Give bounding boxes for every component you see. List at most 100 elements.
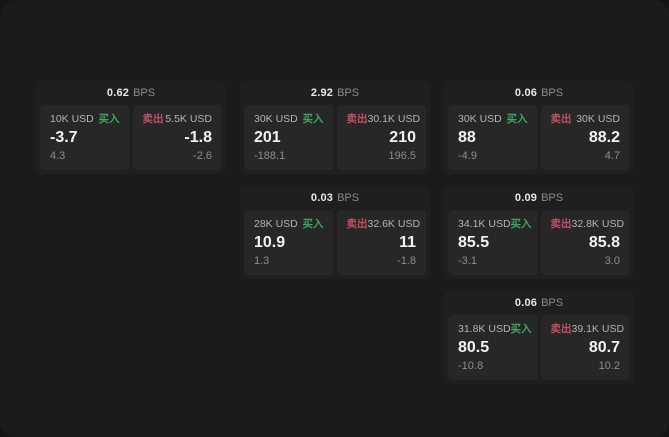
sell-delta: -1.8 <box>397 255 416 267</box>
buy-price: -3.7 <box>50 129 78 146</box>
sell-amount: 30K USD <box>576 113 620 125</box>
buy-panel[interactable]: 31.8K USD 买入 80.5 -10.8 <box>448 315 538 380</box>
buy-delta: -4.9 <box>458 150 477 162</box>
sell-price: 11 <box>399 234 416 251</box>
buy-price: 85.5 <box>458 234 490 251</box>
spread-header: 0.06 BPS <box>448 81 630 105</box>
buy-delta: -10.8 <box>458 360 484 372</box>
quote-card[interactable]: 0.62 BPS 10K USD 买入 -3.7 4.3 卖出 <box>36 81 226 174</box>
sell-price: 210 <box>389 129 416 146</box>
spread-unit: BPS <box>541 297 564 309</box>
spread-header: 0.62 BPS <box>40 81 222 105</box>
spread-header: 0.06 BPS <box>448 291 630 315</box>
buy-amount: 28K USD <box>254 218 298 230</box>
buy-panel[interactable]: 34.1K USD 买入 85.5 -3.1 <box>448 210 538 275</box>
buy-panel[interactable]: 28K USD 买入 10.9 1.3 <box>244 210 334 275</box>
buy-amount: 30K USD <box>458 113 502 125</box>
sell-price: -1.8 <box>184 129 212 146</box>
quote-card[interactable]: 0.06 BPS 31.8K USD 买入 80.5 -10.8 卖 <box>444 291 634 384</box>
sell-amount: 32.8K USD <box>571 218 625 230</box>
spread-value: 0.03 <box>310 192 334 204</box>
buy-side-label: 买入 <box>506 113 528 125</box>
quote-panels: 10K USD 买入 -3.7 4.3 卖出 5.5K USD -1.8 -2.… <box>40 105 222 170</box>
sell-side-label: 卖出 <box>550 218 572 230</box>
buy-amount: 10K USD <box>50 113 94 125</box>
sell-side-label: 卖出 <box>550 113 572 125</box>
quote-card[interactable]: 0.06 BPS 30K USD 买入 88 -4.9 卖出 <box>444 81 634 174</box>
spread-header: 0.03 BPS <box>244 186 426 210</box>
spread-value: 0.06 <box>514 87 538 99</box>
spread-value: 0.09 <box>514 192 538 204</box>
sell-delta: 3.0 <box>604 255 620 267</box>
buy-panel[interactable]: 10K USD 买入 -3.7 4.3 <box>40 105 130 170</box>
buy-delta: 1.3 <box>254 255 270 267</box>
buy-amount: 31.8K USD <box>458 323 511 335</box>
sell-panel-header: 卖出 30K USD <box>551 113 621 125</box>
spread-value: 0.62 <box>106 87 130 99</box>
sell-panel[interactable]: 卖出 5.5K USD -1.8 -2.6 <box>132 105 222 170</box>
quote-card[interactable]: 0.09 BPS 34.1K USD 买入 85.5 -3.1 卖出 <box>444 186 634 279</box>
sell-delta: 10.2 <box>598 360 620 372</box>
buy-panel[interactable]: 30K USD 买入 88 -4.9 <box>448 105 538 170</box>
buy-amount: 34.1K USD <box>458 218 511 230</box>
sell-panel[interactable]: 卖出 30.1K USD 210 196.5 <box>336 105 426 170</box>
sell-panel-header: 卖出 30.1K USD <box>346 113 421 125</box>
spread-unit: BPS <box>337 87 360 99</box>
sell-delta: 4.7 <box>604 150 620 162</box>
sell-price: 80.7 <box>588 339 620 356</box>
sell-amount: 30.1K USD <box>367 113 421 125</box>
spread-unit: BPS <box>541 87 564 99</box>
sell-panel-header: 卖出 39.1K USD <box>550 323 625 335</box>
buy-amount: 30K USD <box>254 113 298 125</box>
quote-panels: 34.1K USD 买入 85.5 -3.1 卖出 32.8K USD 85.8… <box>448 210 630 275</box>
buy-panel-header: 34.1K USD 买入 <box>458 218 532 230</box>
buy-price: 201 <box>254 129 281 146</box>
sell-panel-header: 卖出 32.6K USD <box>346 218 421 230</box>
buy-price: 80.5 <box>458 339 490 356</box>
buy-panel-header: 30K USD 买入 <box>458 113 528 125</box>
sell-panel[interactable]: 卖出 32.8K USD 85.8 3.0 <box>540 210 630 275</box>
buy-panel[interactable]: 30K USD 买入 201 -188.1 <box>244 105 334 170</box>
sell-side-label: 卖出 <box>550 323 572 335</box>
buy-price: 88 <box>458 129 476 146</box>
buy-panel-header: 28K USD 买入 <box>254 218 324 230</box>
buy-side-label: 买入 <box>302 113 324 125</box>
spread-unit: BPS <box>337 192 360 204</box>
sell-delta: -2.6 <box>193 150 212 162</box>
sell-panel[interactable]: 卖出 39.1K USD 80.7 10.2 <box>540 315 630 380</box>
sell-side-label: 卖出 <box>346 218 368 230</box>
spread-unit: BPS <box>541 192 564 204</box>
sell-side-label: 卖出 <box>346 113 368 125</box>
sell-side-label: 卖出 <box>142 113 164 125</box>
buy-delta: 4.3 <box>50 150 66 162</box>
buy-side-label: 买入 <box>510 323 532 335</box>
quote-panels: 30K USD 买入 201 -188.1 卖出 30.1K USD 210 1… <box>244 105 426 170</box>
buy-delta: -188.1 <box>254 150 286 162</box>
sell-amount: 32.6K USD <box>367 218 421 230</box>
sell-amount: 39.1K USD <box>571 323 625 335</box>
sell-price: 88.2 <box>588 129 620 146</box>
buy-price: 10.9 <box>254 234 286 251</box>
sell-panel[interactable]: 卖出 30K USD 88.2 4.7 <box>540 105 630 170</box>
buy-side-label: 买入 <box>302 218 324 230</box>
spread-header: 2.92 BPS <box>244 81 426 105</box>
sell-panel-header: 卖出 32.8K USD <box>550 218 625 230</box>
sell-amount: 5.5K USD <box>165 113 212 125</box>
quote-card[interactable]: 2.92 BPS 30K USD 买入 201 -188.1 卖出 <box>240 81 430 174</box>
buy-side-label: 买入 <box>510 218 532 230</box>
sell-panel[interactable]: 卖出 32.6K USD 11 -1.8 <box>336 210 426 275</box>
buy-panel-header: 31.8K USD 买入 <box>458 323 532 335</box>
spread-unit: BPS <box>133 87 156 99</box>
quote-panels: 30K USD 买入 88 -4.9 卖出 30K USD 88.2 4.7 <box>448 105 630 170</box>
sell-panel-header: 卖出 5.5K USD <box>143 113 213 125</box>
quote-card[interactable]: 0.03 BPS 28K USD 买入 10.9 1.3 卖出 <box>240 186 430 279</box>
sell-delta: 196.5 <box>388 150 416 162</box>
quote-card-grid: 0.62 BPS 10K USD 买入 -3.7 4.3 卖出 <box>36 81 634 384</box>
sell-price: 85.8 <box>588 234 620 251</box>
spread-value: 0.06 <box>514 297 538 309</box>
buy-panel-header: 10K USD 买入 <box>50 113 120 125</box>
spread-value: 2.92 <box>310 87 334 99</box>
buy-panel-header: 30K USD 买入 <box>254 113 324 125</box>
